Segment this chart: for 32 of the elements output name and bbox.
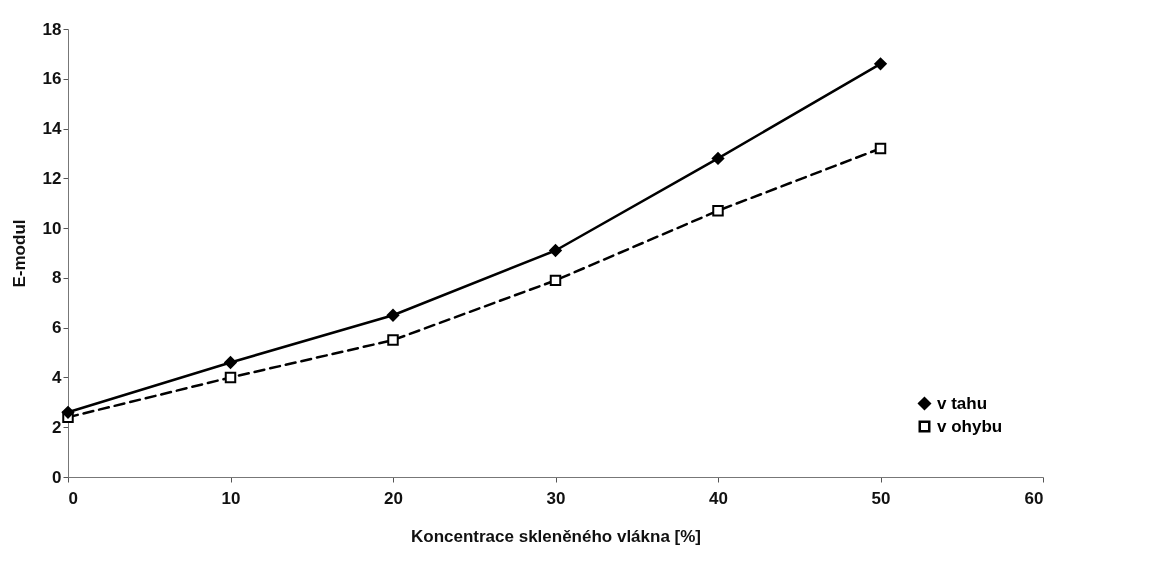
- point: [712, 204, 724, 217]
- point: [224, 371, 237, 384]
- y-tick-label: 10: [42, 218, 62, 238]
- point: [386, 308, 400, 322]
- y-tick-label: 18: [42, 19, 62, 39]
- point: [387, 334, 399, 346]
- x-tick-label: 10: [221, 488, 241, 508]
- x-tick-label: 50: [871, 488, 891, 508]
- point: [549, 274, 562, 287]
- x-axis-title: Koncentrace skleněného vlákna [%]: [410, 526, 702, 546]
- y-axis-title: E-modul: [9, 219, 29, 288]
- y-tick-label: 14: [42, 119, 63, 139]
- legend-label: v ohybu: [937, 416, 1003, 436]
- x-tick-label: 0: [68, 488, 78, 508]
- y-tick-label: 4: [52, 367, 63, 387]
- point: [549, 244, 562, 257]
- x-tick-label: 30: [546, 488, 566, 508]
- y-tick-label: 8: [52, 268, 62, 288]
- point: [61, 406, 75, 419]
- x-tick-label: 20: [384, 488, 403, 508]
- x-tick-label: 40: [709, 488, 728, 508]
- point: [874, 57, 887, 71]
- x-tick-label: 60: [1024, 488, 1044, 508]
- y-tick-label: 16: [42, 69, 62, 89]
- point: [224, 356, 237, 369]
- point: [711, 152, 725, 165]
- point: [874, 142, 887, 155]
- y-tick-label: 6: [52, 318, 62, 338]
- y-tick-label: 0: [52, 467, 62, 487]
- y-tick-label: 2: [52, 417, 62, 437]
- y-tick-label: 12: [42, 168, 62, 188]
- legend-label: v tahu: [937, 393, 988, 413]
